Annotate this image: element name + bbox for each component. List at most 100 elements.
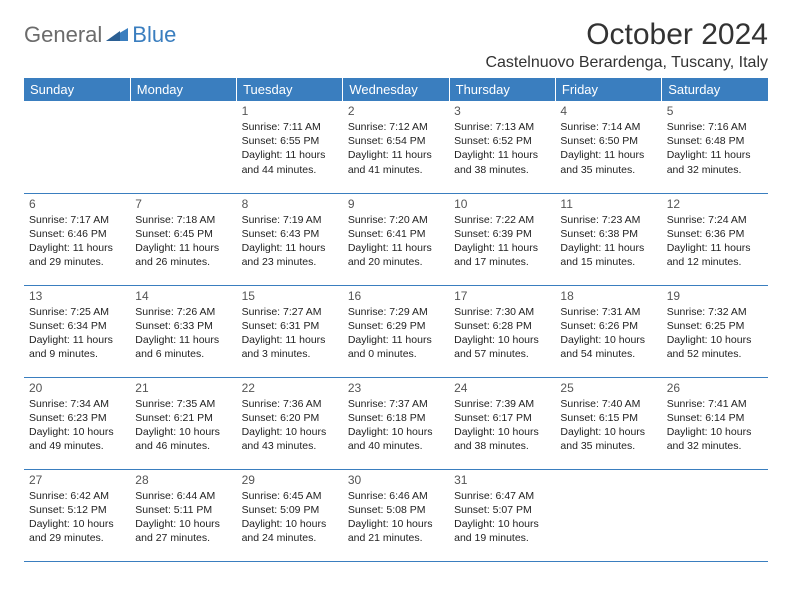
day-number: 29: [242, 473, 338, 487]
day-info: Sunrise: 7:35 AMSunset: 6:21 PMDaylight:…: [135, 397, 231, 454]
calendar-day-cell: 2 Sunrise: 7:12 AMSunset: 6:54 PMDaylight…: [343, 101, 449, 193]
day-info: Sunrise: 7:12 AMSunset: 6:54 PMDaylight:…: [348, 120, 444, 177]
day-number: 28: [135, 473, 231, 487]
day-info: Sunrise: 7:31 AMSunset: 6:26 PMDaylight:…: [560, 305, 656, 362]
title-block: October 2024 Castelnuovo Berardenga, Tus…: [485, 18, 768, 72]
calendar-day-cell: 9 Sunrise: 7:20 AMSunset: 6:41 PMDaylight…: [343, 193, 449, 285]
day-header: Sunday: [24, 78, 130, 101]
calendar-day-cell: 27 Sunrise: 6:42 AMSunset: 5:12 PMDayligh…: [24, 469, 130, 561]
day-number: 18: [560, 289, 656, 303]
day-info: Sunrise: 7:37 AMSunset: 6:18 PMDaylight:…: [348, 397, 444, 454]
calendar-day-cell: 30 Sunrise: 6:46 AMSunset: 5:08 PMDayligh…: [343, 469, 449, 561]
logo-triangle-icon: [106, 25, 128, 46]
calendar-week-row: 27 Sunrise: 6:42 AMSunset: 5:12 PMDayligh…: [24, 469, 768, 561]
calendar-day-cell: 22Sunrise: 7:36 AMSunset: 6:20 PMDayligh…: [237, 377, 343, 469]
calendar-day-cell: 4 Sunrise: 7:14 AMSunset: 6:50 PMDaylight…: [555, 101, 661, 193]
calendar-day-cell: 20Sunrise: 7:34 AMSunset: 6:23 PMDayligh…: [24, 377, 130, 469]
calendar-week-row: 13 Sunrise: 7:25 AMSunset: 6:34 PMDayligh…: [24, 285, 768, 377]
calendar-week-row: 20Sunrise: 7:34 AMSunset: 6:23 PMDayligh…: [24, 377, 768, 469]
calendar-day-cell: 16 Sunrise: 7:29 AMSunset: 6:29 PMDayligh…: [343, 285, 449, 377]
day-info: Sunrise: 7:27 AMSunset: 6:31 PMDaylight:…: [242, 305, 338, 362]
calendar-day-cell: 15 Sunrise: 7:27 AMSunset: 6:31 PMDayligh…: [237, 285, 343, 377]
calendar-day-cell: 10Sunrise: 7:22 AMSunset: 6:39 PMDayligh…: [449, 193, 555, 285]
day-info: Sunrise: 7:39 AMSunset: 6:17 PMDaylight:…: [454, 397, 550, 454]
day-number: 7: [135, 197, 231, 211]
calendar-day-cell: 21 Sunrise: 7:35 AMSunset: 6:21 PMDayligh…: [130, 377, 236, 469]
calendar-week-row: 6 Sunrise: 7:17 AMSunset: 6:46 PMDaylight…: [24, 193, 768, 285]
day-number: 23: [348, 381, 444, 395]
calendar-day-cell: 19Sunrise: 7:32 AMSunset: 6:25 PMDayligh…: [662, 285, 768, 377]
day-number: 13: [29, 289, 125, 303]
day-number: 9: [348, 197, 444, 211]
calendar-day-cell: 8 Sunrise: 7:19 AMSunset: 6:43 PMDaylight…: [237, 193, 343, 285]
calendar-day-cell: [24, 101, 130, 193]
calendar-day-cell: [130, 101, 236, 193]
day-info: Sunrise: 7:22 AMSunset: 6:39 PMDaylight:…: [454, 213, 550, 270]
day-info: Sunrise: 7:20 AMSunset: 6:41 PMDaylight:…: [348, 213, 444, 270]
day-number: 15: [242, 289, 338, 303]
header: General Blue October 2024 Castelnuovo Be…: [24, 18, 768, 72]
day-number: 14: [135, 289, 231, 303]
calendar-day-cell: [555, 469, 661, 561]
calendar-day-cell: 23 Sunrise: 7:37 AMSunset: 6:18 PMDayligh…: [343, 377, 449, 469]
day-number: 19: [667, 289, 763, 303]
day-number: 8: [242, 197, 338, 211]
calendar-day-cell: 31 Sunrise: 6:47 AMSunset: 5:07 PMDayligh…: [449, 469, 555, 561]
day-info: Sunrise: 7:24 AMSunset: 6:36 PMDaylight:…: [667, 213, 763, 270]
day-info: Sunrise: 7:16 AMSunset: 6:48 PMDaylight:…: [667, 120, 763, 177]
calendar-day-cell: 24 Sunrise: 7:39 AMSunset: 6:17 PMDayligh…: [449, 377, 555, 469]
day-info: Sunrise: 6:46 AMSunset: 5:08 PMDaylight:…: [348, 489, 444, 546]
day-info: Sunrise: 7:23 AMSunset: 6:38 PMDaylight:…: [560, 213, 656, 270]
day-info: Sunrise: 7:30 AMSunset: 6:28 PMDaylight:…: [454, 305, 550, 362]
day-number: 25: [560, 381, 656, 395]
logo-text-general: General: [24, 22, 102, 48]
calendar-day-cell: 13 Sunrise: 7:25 AMSunset: 6:34 PMDayligh…: [24, 285, 130, 377]
day-info: Sunrise: 7:13 AMSunset: 6:52 PMDaylight:…: [454, 120, 550, 177]
day-info: Sunrise: 7:26 AMSunset: 6:33 PMDaylight:…: [135, 305, 231, 362]
day-info: Sunrise: 6:42 AMSunset: 5:12 PMDaylight:…: [29, 489, 125, 546]
day-number: 2: [348, 104, 444, 118]
day-number: 31: [454, 473, 550, 487]
day-number: 4: [560, 104, 656, 118]
day-number: 6: [29, 197, 125, 211]
day-header: Tuesday: [237, 78, 343, 101]
day-header: Thursday: [449, 78, 555, 101]
day-info: Sunrise: 6:47 AMSunset: 5:07 PMDaylight:…: [454, 489, 550, 546]
day-number: 24: [454, 381, 550, 395]
day-info: Sunrise: 7:25 AMSunset: 6:34 PMDaylight:…: [29, 305, 125, 362]
day-number: 30: [348, 473, 444, 487]
calendar-day-cell: 17Sunrise: 7:30 AMSunset: 6:28 PMDayligh…: [449, 285, 555, 377]
day-info: Sunrise: 7:14 AMSunset: 6:50 PMDaylight:…: [560, 120, 656, 177]
calendar-day-cell: [662, 469, 768, 561]
day-info: Sunrise: 7:41 AMSunset: 6:14 PMDaylight:…: [667, 397, 763, 454]
calendar-day-cell: 14 Sunrise: 7:26 AMSunset: 6:33 PMDayligh…: [130, 285, 236, 377]
calendar-day-cell: 29 Sunrise: 6:45 AMSunset: 5:09 PMDayligh…: [237, 469, 343, 561]
day-number: 22: [242, 381, 338, 395]
calendar-day-cell: 11 Sunrise: 7:23 AMSunset: 6:38 PMDayligh…: [555, 193, 661, 285]
calendar-day-cell: 5Sunrise: 7:16 AMSunset: 6:48 PMDaylight…: [662, 101, 768, 193]
day-header: Monday: [130, 78, 236, 101]
day-number: 27: [29, 473, 125, 487]
day-number: 11: [560, 197, 656, 211]
calendar-day-cell: 26 Sunrise: 7:41 AMSunset: 6:14 PMDayligh…: [662, 377, 768, 469]
calendar-week-row: 1Sunrise: 7:11 AMSunset: 6:55 PMDaylight…: [24, 101, 768, 193]
calendar-day-cell: 18 Sunrise: 7:31 AMSunset: 6:26 PMDayligh…: [555, 285, 661, 377]
day-number: 3: [454, 104, 550, 118]
logo-text-blue: Blue: [132, 22, 176, 48]
day-info: Sunrise: 6:44 AMSunset: 5:11 PMDaylight:…: [135, 489, 231, 546]
day-number: 16: [348, 289, 444, 303]
calendar-day-cell: 7Sunrise: 7:18 AMSunset: 6:45 PMDaylight…: [130, 193, 236, 285]
day-info: Sunrise: 6:45 AMSunset: 5:09 PMDaylight:…: [242, 489, 338, 546]
calendar-day-cell: 6 Sunrise: 7:17 AMSunset: 6:46 PMDaylight…: [24, 193, 130, 285]
day-info: Sunrise: 7:34 AMSunset: 6:23 PMDaylight:…: [29, 397, 125, 454]
calendar-day-cell: 25Sunrise: 7:40 AMSunset: 6:15 PMDayligh…: [555, 377, 661, 469]
day-info: Sunrise: 7:29 AMSunset: 6:29 PMDaylight:…: [348, 305, 444, 362]
day-number: 1: [242, 104, 338, 118]
day-info: Sunrise: 7:19 AMSunset: 6:43 PMDaylight:…: [242, 213, 338, 270]
calendar-day-cell: 12Sunrise: 7:24 AMSunset: 6:36 PMDayligh…: [662, 193, 768, 285]
calendar-day-cell: 1Sunrise: 7:11 AMSunset: 6:55 PMDaylight…: [237, 101, 343, 193]
day-number: 26: [667, 381, 763, 395]
calendar-day-cell: 28 Sunrise: 6:44 AMSunset: 5:11 PMDayligh…: [130, 469, 236, 561]
day-number: 21: [135, 381, 231, 395]
day-info: Sunrise: 7:17 AMSunset: 6:46 PMDaylight:…: [29, 213, 125, 270]
